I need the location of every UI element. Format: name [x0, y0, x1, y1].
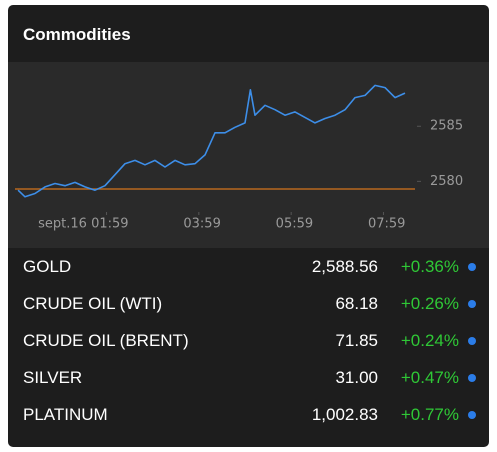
- x-tick-label: 05:59: [276, 217, 313, 232]
- widget-title: Commodities: [23, 25, 131, 44]
- x-tick-label: 07:59: [368, 217, 405, 232]
- change: +0.24%: [400, 331, 459, 350]
- change: +0.77%: [400, 405, 459, 424]
- price: 31.00: [335, 368, 378, 387]
- price: 2,588.56: [311, 257, 378, 276]
- change: +0.47%: [400, 368, 459, 387]
- status-dot: [468, 411, 476, 419]
- commodity-name: PLATINUM: [23, 405, 108, 424]
- commodities-widget: Commodities 2580 2585 sept.16 01:59 03:59 05…: [8, 5, 489, 447]
- table-row[interactable]: CRUDE OIL (WTI) 68.18 +0.26%: [8, 285, 489, 322]
- table-row[interactable]: CRUDE OIL (BRENT) 71.85 +0.24%: [8, 322, 489, 359]
- price: 68.18: [335, 294, 378, 313]
- y-tick-label: 2585: [430, 119, 463, 134]
- status-dot: [468, 263, 476, 271]
- x-tick-label: 03:59: [183, 217, 220, 232]
- change: +0.36%: [400, 257, 459, 276]
- status-dot: [468, 337, 476, 345]
- commodity-name: GOLD: [23, 257, 72, 276]
- table-row[interactable]: GOLD 2,588.56 +0.36%: [8, 248, 489, 285]
- chart: 2580 2585 sept.16 01:59 03:59 05:59 07:59: [8, 62, 489, 248]
- table-row[interactable]: SILVER 31.00 +0.47%: [8, 359, 489, 396]
- chart-background: [8, 62, 489, 248]
- change: +0.26%: [400, 294, 459, 313]
- commodity-name: CRUDE OIL (WTI): [23, 294, 163, 313]
- commodity-name: SILVER: [23, 368, 83, 387]
- price: 71.85: [335, 331, 378, 350]
- price-line: [17, 84, 406, 198]
- y-tick-label: 2580: [430, 174, 463, 189]
- status-dot: [468, 374, 476, 382]
- commodity-name: CRUDE OIL (BRENT): [23, 331, 189, 350]
- x-tick-label: sept.16 01:59: [38, 217, 128, 232]
- table-row[interactable]: PLATINUM 1,002.83 +0.77%: [8, 396, 489, 433]
- status-dot: [468, 300, 476, 308]
- price: 1,002.83: [311, 405, 378, 424]
